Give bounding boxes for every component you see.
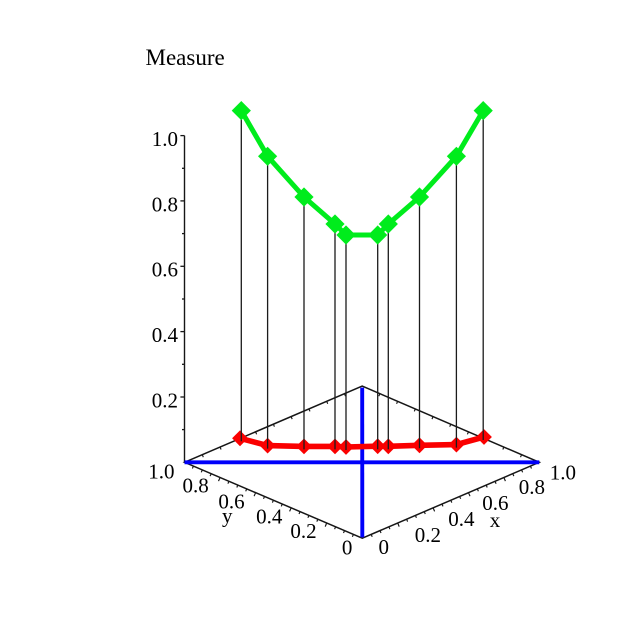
- svg-text:0.6: 0.6: [482, 491, 508, 515]
- svg-text:0.8: 0.8: [182, 474, 208, 498]
- svg-text:0.4: 0.4: [448, 507, 475, 531]
- svg-text:0.2: 0.2: [415, 523, 441, 547]
- svg-text:0.4: 0.4: [152, 323, 179, 347]
- svg-text:0.6: 0.6: [218, 490, 244, 514]
- svg-text:0.4: 0.4: [256, 504, 283, 528]
- svg-text:1.0: 1.0: [148, 460, 174, 484]
- svg-text:0.8: 0.8: [152, 192, 178, 216]
- svg-text:1.0: 1.0: [152, 127, 178, 151]
- svg-text:0.2: 0.2: [290, 519, 316, 543]
- svg-text:0.2: 0.2: [152, 388, 178, 412]
- svg-text:1.0: 1.0: [550, 461, 576, 485]
- svg-text:Measure: Measure: [146, 45, 225, 70]
- svg-text:0.8: 0.8: [519, 475, 545, 499]
- svg-text:y: y: [222, 504, 233, 528]
- svg-text:0: 0: [342, 536, 353, 560]
- svg-text:0.6: 0.6: [152, 258, 178, 282]
- svg-text:0: 0: [379, 535, 390, 559]
- svg-text:x: x: [490, 508, 501, 532]
